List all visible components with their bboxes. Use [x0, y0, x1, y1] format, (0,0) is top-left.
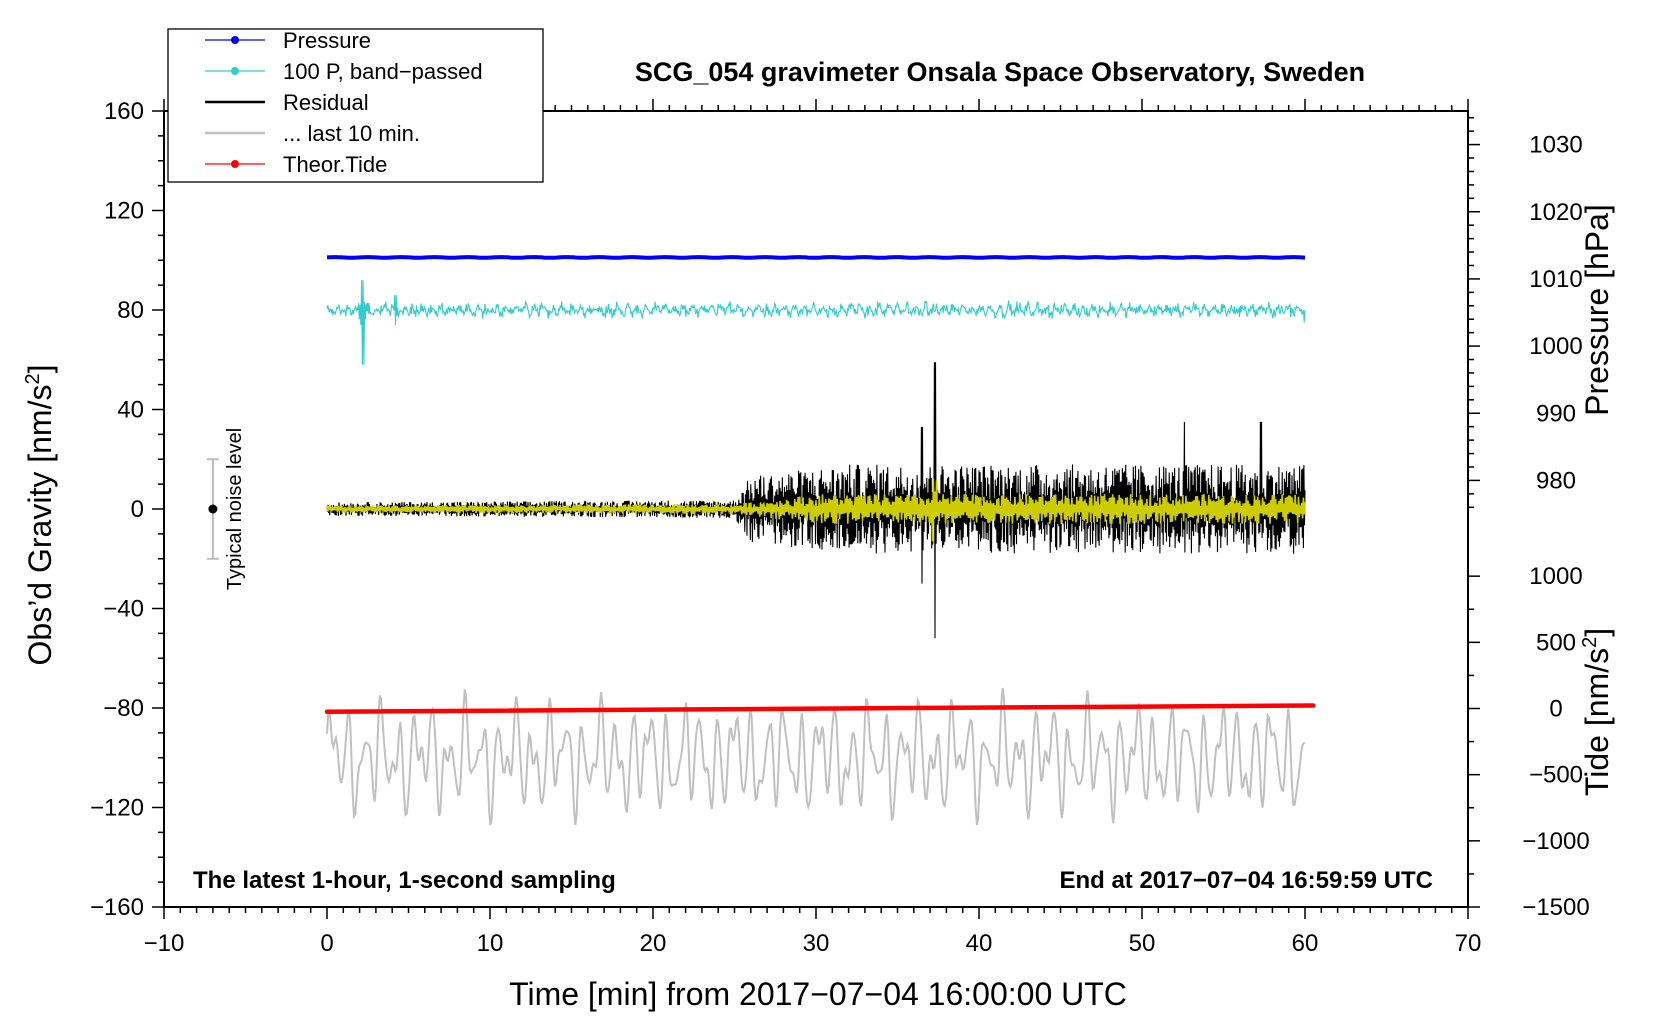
tide-tick-label: 0 — [1549, 696, 1562, 723]
y-tick-label: −120 — [90, 795, 144, 822]
y-tick-label: 160 — [104, 98, 144, 125]
tide-tick-label: −500 — [1529, 762, 1583, 789]
series-pressure — [326, 255, 1306, 260]
legend-entry-label: 100 P, band−passed — [283, 59, 483, 84]
x-tick-label: 40 — [966, 930, 993, 957]
residual-smoothed-line — [326, 478, 1306, 542]
legend-swatch-marker — [231, 36, 239, 44]
y-tick-label: 40 — [117, 397, 144, 424]
legend-entry-label: Pressure — [283, 28, 371, 53]
legend-swatch-marker — [231, 67, 239, 75]
legend-entry-label: ... last 10 min. — [283, 121, 420, 146]
noise-center-point — [208, 504, 218, 514]
y-axis-label-tide-superscript: 2 — [1579, 637, 1601, 648]
y-axis-gravity: −160 −120 −80 −40 0 40 80 120 160 — [90, 98, 164, 921]
x-tick-label: 50 — [1129, 930, 1156, 957]
pressure-line — [326, 255, 1306, 260]
x-axis-label: Time [min] from 2017−07−04 16:00:00 UTC — [509, 976, 1127, 1012]
pressure-tick-label: 980 — [1536, 467, 1576, 494]
legend-swatch-marker — [231, 160, 239, 168]
x-tick-label: 60 — [1292, 930, 1319, 957]
series-residual-smoothed — [326, 478, 1306, 542]
tide-tick-label: −1000 — [1522, 828, 1589, 855]
y-axis-label-gravity-text: Obs’d Gravity [nm/s — [22, 385, 58, 666]
pressure-tick-label: 1010 — [1529, 266, 1582, 293]
y-axis-label-tide-text: Tide [nm/s — [1579, 648, 1615, 796]
y-tick-label: −40 — [103, 596, 144, 623]
pressure-tick-label: 990 — [1536, 400, 1576, 427]
x-tick-label: −10 — [144, 930, 185, 957]
x-tick-label: 20 — [640, 930, 667, 957]
legend: Pressure 100 P, band−passed Residual ... la… — [167, 28, 544, 183]
series-last-10-min — [326, 687, 1306, 826]
noise-level-label: Typical noise level — [224, 428, 246, 590]
tide-tick-label: 500 — [1536, 629, 1576, 656]
last-10-min-line — [326, 687, 1306, 826]
y-axis-label-gravity-close: ] — [22, 365, 58, 374]
y-tick-label: 120 — [104, 198, 144, 225]
pressure-tick-label: 1000 — [1529, 333, 1582, 360]
series-residual — [326, 362, 1306, 639]
x-tick-label: 70 — [1455, 930, 1482, 957]
y-axis-label-pressure: Pressure [hPa] — [1579, 204, 1615, 416]
pressure-tick-label: 1020 — [1529, 199, 1582, 226]
pressure-tick-label: 1030 — [1529, 132, 1582, 159]
x-tick-label: 10 — [477, 930, 504, 957]
series-band-passed-pressure — [326, 280, 1306, 365]
tide-tick-label: −1500 — [1522, 894, 1589, 921]
tide-tick-label: 1000 — [1529, 563, 1582, 590]
tide-line — [324, 703, 1316, 714]
noise-level-indicator: Typical noise level — [206, 428, 246, 590]
chart-title: SCG_054 gravimeter Onsala Space Observat… — [635, 57, 1365, 87]
note-latest-hour: The latest 1-hour, 1-second sampling — [193, 867, 616, 894]
y-axis-label-gravity-superscript: 2 — [22, 373, 44, 384]
y-tick-label: −160 — [90, 894, 144, 921]
x-tick-label: 0 — [320, 930, 333, 957]
residual-line — [326, 362, 1306, 639]
y-axis-label-gravity: Obs’d Gravity [nm/s2] — [22, 365, 58, 666]
series-theoretical-tide — [324, 703, 1316, 714]
y-tick-label: 0 — [131, 496, 144, 523]
y-tick-label: 80 — [117, 297, 144, 324]
y-axis-tide: −1500 −1000 −500 0 500 1000 — [1468, 563, 1590, 921]
y-tick-label: −80 — [103, 695, 144, 722]
y-axis-pressure: 980 990 1000 1010 1020 1030 — [1468, 116, 1583, 509]
y-axis-label-tide: Tide [nm/s2] — [1579, 628, 1615, 796]
legend-entry-label: Residual — [283, 90, 369, 115]
y-axis-label-tide-close: ] — [1579, 628, 1615, 637]
legend-entry-label: Theor.Tide — [283, 152, 387, 177]
band-passed-line — [326, 280, 1306, 365]
legend-box — [167, 28, 544, 183]
x-tick-label: 30 — [803, 930, 830, 957]
note-end-time: End at 2017−07−04 16:59:59 UTC — [1059, 867, 1433, 894]
